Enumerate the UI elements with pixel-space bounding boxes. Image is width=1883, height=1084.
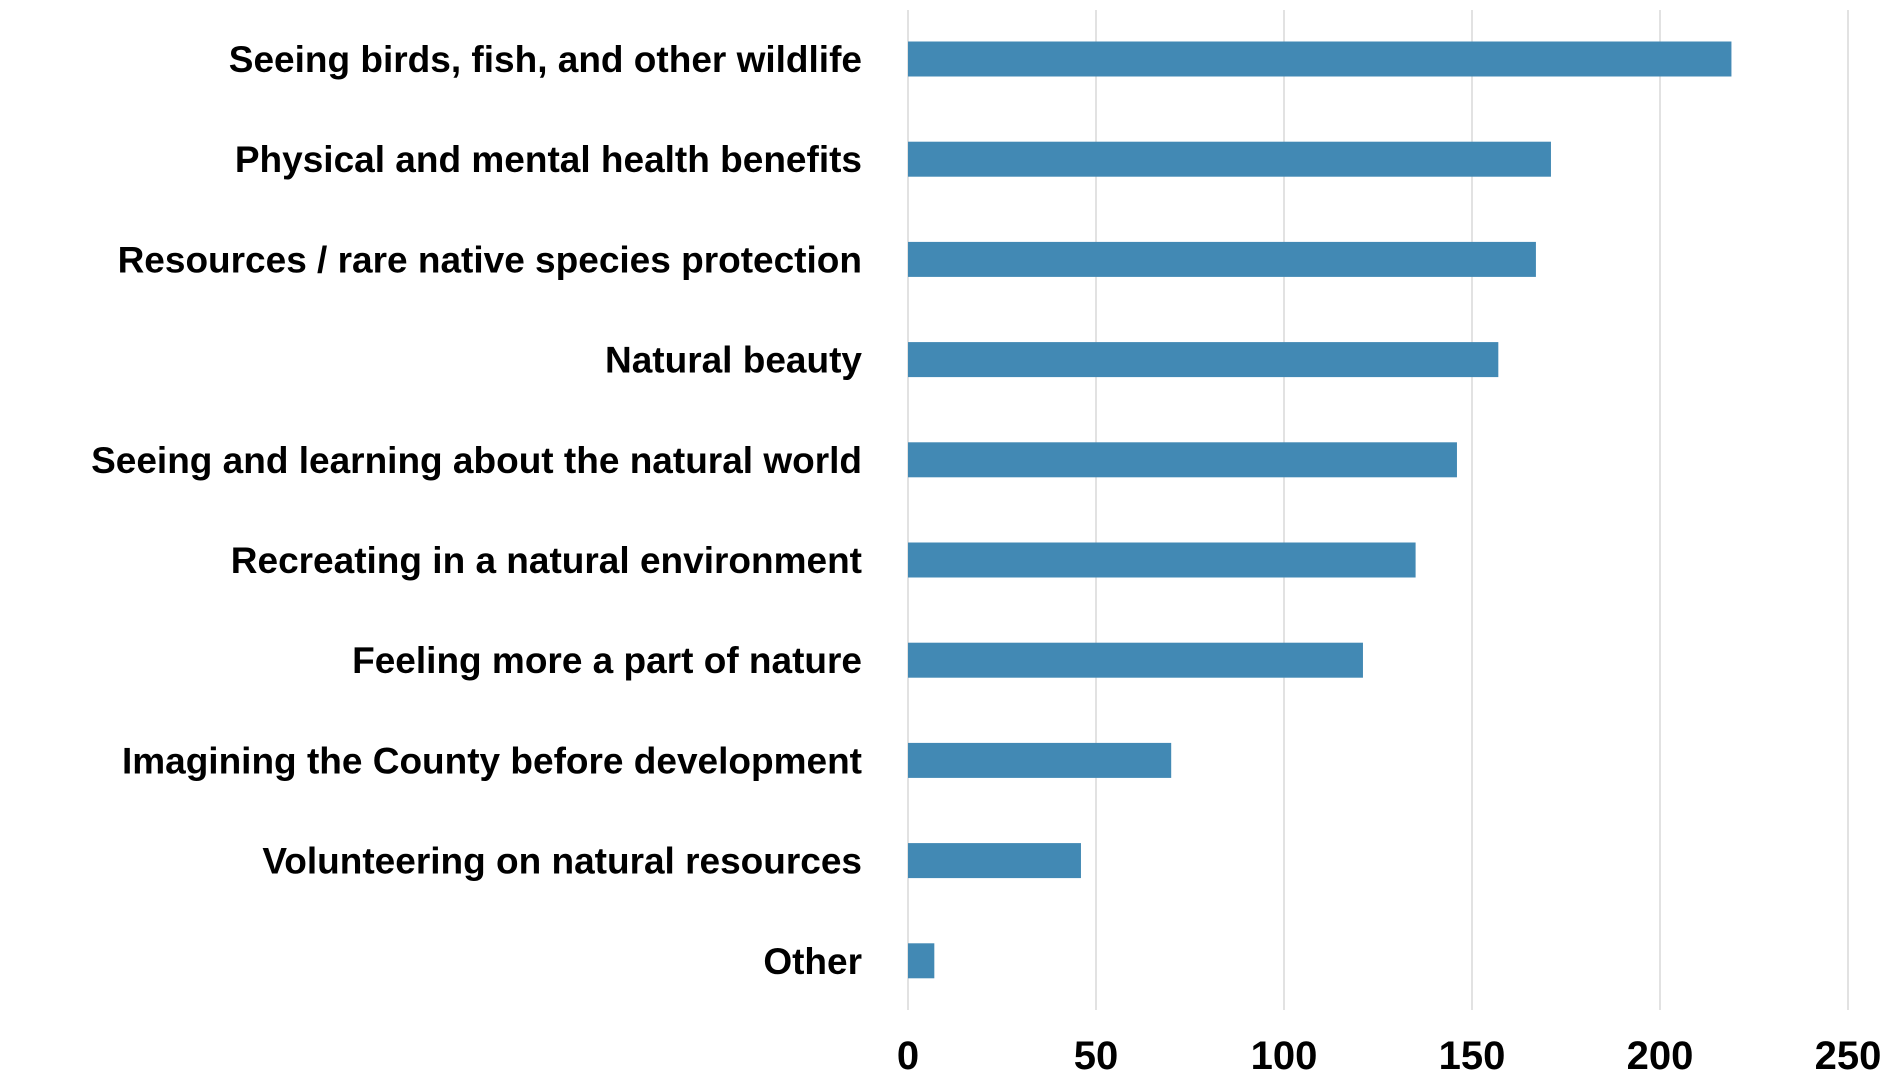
category-label: Seeing and learning about the natural wo… bbox=[91, 440, 862, 481]
x-tick-label: 0 bbox=[897, 1034, 919, 1078]
category-label: Feeling more a part of nature bbox=[352, 640, 862, 681]
bar bbox=[908, 742, 1172, 778]
bar bbox=[908, 542, 1416, 578]
category-label: Volunteering on natural resources bbox=[262, 841, 862, 882]
bar bbox=[908, 342, 1499, 378]
x-tick-label: 200 bbox=[1627, 1034, 1694, 1078]
x-tick-label: 50 bbox=[1074, 1034, 1119, 1078]
bar bbox=[908, 943, 935, 979]
bar bbox=[908, 843, 1081, 879]
category-label: Imagining the County before development bbox=[122, 740, 862, 781]
category-label: Resources / rare native species protecti… bbox=[118, 239, 862, 280]
category-label: Physical and mental health benefits bbox=[235, 139, 862, 180]
bar bbox=[908, 41, 1732, 77]
bar bbox=[908, 141, 1551, 177]
bar bbox=[908, 642, 1363, 678]
bar bbox=[908, 442, 1457, 478]
x-axis-tick-labels: 0 50 100 150 200 250 bbox=[897, 1034, 1882, 1078]
category-label: Natural beauty bbox=[605, 340, 862, 381]
category-label: Other bbox=[763, 941, 862, 982]
x-tick-label: 150 bbox=[1439, 1034, 1506, 1078]
bar bbox=[908, 241, 1536, 277]
category-label: Seeing birds, fish, and other wildlife bbox=[229, 39, 862, 80]
x-tick-label: 250 bbox=[1815, 1034, 1882, 1078]
category-label: Recreating in a natural environment bbox=[231, 540, 862, 581]
category-labels: Seeing birds, fish, and other wildlife Ph… bbox=[91, 39, 862, 982]
bars bbox=[908, 41, 1732, 979]
x-tick-label: 100 bbox=[1251, 1034, 1318, 1078]
